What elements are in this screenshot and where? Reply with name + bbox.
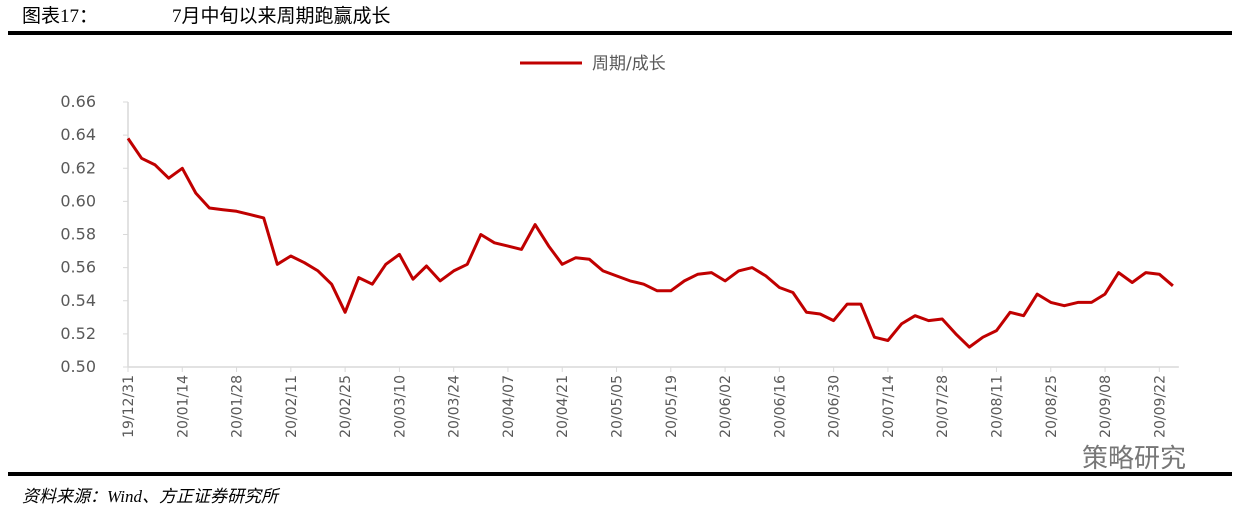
bottom-rule: [8, 472, 1232, 476]
y-tick-label: 0.66: [60, 92, 96, 111]
x-tick-label: 20/08/25: [1044, 375, 1060, 438]
x-tick-label: 20/02/11: [284, 375, 300, 438]
x-tick-label: 20/05/05: [610, 375, 626, 438]
x-tick-label: 20/07/28: [935, 375, 951, 438]
y-tick-label: 0.64: [60, 125, 96, 144]
y-tick-label: 0.54: [60, 291, 96, 310]
y-tick-label: 0.58: [60, 225, 96, 244]
x-tick-label: 20/02/25: [338, 375, 354, 438]
y-tick-label: 0.60: [60, 191, 96, 210]
x-tick-label: 20/09/22: [1152, 375, 1168, 438]
figure-label: 图表17：: [22, 5, 98, 27]
x-tick-label: 20/08/11: [989, 375, 1005, 438]
y-tick-label: 0.62: [60, 158, 96, 177]
watermark: 策略研究: [1082, 444, 1186, 474]
chart-title: 7月中旬以来周期跑赢成长: [172, 5, 391, 27]
x-tick-label: 20/06/02: [718, 375, 734, 438]
source: 资料来源：Wind、方正证券研究所: [22, 487, 281, 506]
series-line: [126, 137, 1174, 349]
x-tick-label: 20/06/30: [827, 375, 843, 438]
y-tick-label: 0.50: [60, 357, 96, 376]
y-tick-label: 0.56: [60, 258, 96, 277]
legend-label: 周期/成长: [592, 54, 666, 74]
y-tick-label: 0.52: [60, 324, 96, 343]
x-tick-label: 20/04/07: [501, 375, 517, 438]
x-tick-label: 19/12/31: [121, 375, 137, 438]
x-tick-label: 20/09/08: [1098, 375, 1114, 438]
top-rule: [8, 31, 1232, 35]
x-tick-label: 20/01/28: [230, 375, 246, 438]
x-tick-label: 20/01/14: [175, 375, 191, 438]
x-tick-label: 20/07/14: [881, 375, 897, 438]
x-tick-label: 20/06/16: [772, 375, 788, 438]
x-tick-label: 20/03/24: [447, 375, 463, 438]
x-tick-label: 20/03/10: [392, 375, 408, 438]
x-tick-label: 20/04/21: [555, 375, 571, 438]
x-tick-label: 20/05/19: [664, 375, 680, 438]
